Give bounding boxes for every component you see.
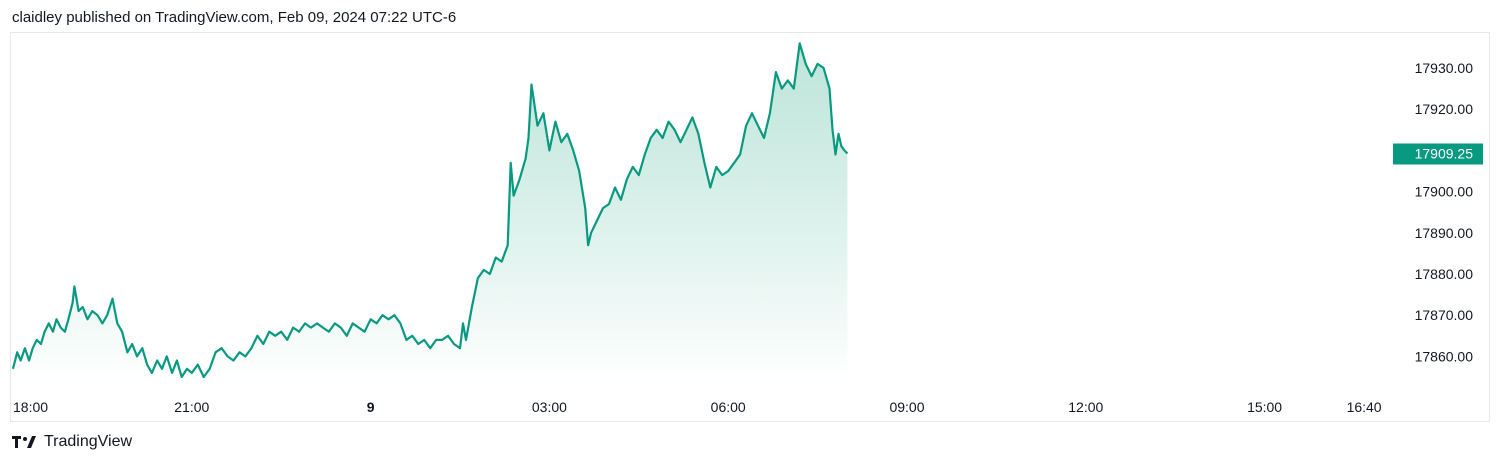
x-tick-label: 18:00: [13, 399, 48, 415]
x-tick-label: 21:00: [174, 399, 209, 415]
price-chart[interactable]: 17930.0017920.0017910.0017900.0017890.00…: [11, 33, 1489, 421]
chart-panel[interactable]: 17930.0017920.0017910.0017900.0017890.00…: [10, 32, 1490, 422]
brand-label: TradingView: [44, 433, 133, 450]
x-tick-label: 9: [367, 399, 375, 415]
y-tick-label: 17920.00: [1415, 101, 1474, 117]
y-tick-label: 17930.00: [1415, 60, 1474, 76]
x-tick-label: 16:40: [1347, 399, 1382, 415]
x-tick-label: 12:00: [1068, 399, 1103, 415]
publish-info: claidley published on TradingView.com, F…: [12, 9, 457, 26]
y-tick-label: 17860.00: [1415, 348, 1474, 364]
y-tick-label: 17890.00: [1415, 225, 1474, 241]
y-tick-label: 17880.00: [1415, 266, 1474, 282]
y-tick-label: 17870.00: [1415, 307, 1474, 323]
last-price-label: 17909.25: [1415, 146, 1474, 162]
price-area-fill: [13, 43, 848, 382]
last-price-tag: [1393, 143, 1483, 165]
tradingview-brand[interactable]: TradingView: [12, 433, 132, 451]
x-tick-label: 03:00: [532, 399, 567, 415]
x-tick-label: 09:00: [889, 399, 924, 415]
y-tick-label: 17900.00: [1415, 184, 1474, 200]
x-tick-label: 15:00: [1247, 399, 1282, 415]
price-series-line: [11, 42, 849, 379]
x-tick-label: 06:00: [711, 399, 746, 415]
tradingview-logo-icon: [12, 434, 38, 450]
